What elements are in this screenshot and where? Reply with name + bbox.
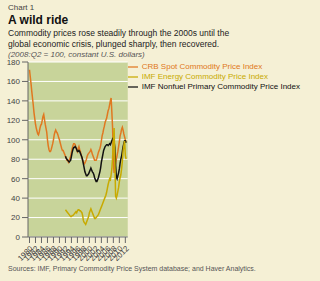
svg-text:40: 40 (11, 194, 20, 203)
svg-text:60: 60 (11, 175, 20, 184)
svg-text:2012: 2012 (112, 244, 131, 263)
html-text:Chart 1: Chart 1 (8, 3, 35, 12)
svg-text:0: 0 (16, 233, 21, 242)
svg-text:100: 100 (8, 136, 21, 145)
svg-text:180: 180 (8, 60, 21, 67)
html-text:(2008:Q2 = 100, constant U.S.: (2008:Q2 = 100, constant U.S. dollars) (8, 50, 145, 59)
html-text:IMF Nonfuel Primary Commodity: IMF Nonfuel Primary Commodity Price Inde… (141, 82, 300, 92)
html-text:CRB Spot Commodity Price Index: CRB Spot Commodity Price Index (141, 62, 263, 72)
svg-text:20: 20 (11, 213, 20, 222)
html-text:Commodity prices rose steadily: Commodity prices rose steadily through t… (8, 28, 230, 49)
svg-text:120: 120 (8, 116, 21, 125)
svg-text:80: 80 (11, 155, 20, 164)
svg-text:160: 160 (8, 77, 21, 86)
svg-text:140: 140 (8, 97, 21, 106)
html-text:Sources: IMF, Primary Commodit: Sources: IMF, Primary Commodity Price Sy… (8, 265, 256, 272)
html-text:A wild ride: A wild ride (8, 13, 69, 27)
html-text:IMF Energy Commodity Price Ind: IMF Energy Commodity Price Index (141, 72, 268, 82)
